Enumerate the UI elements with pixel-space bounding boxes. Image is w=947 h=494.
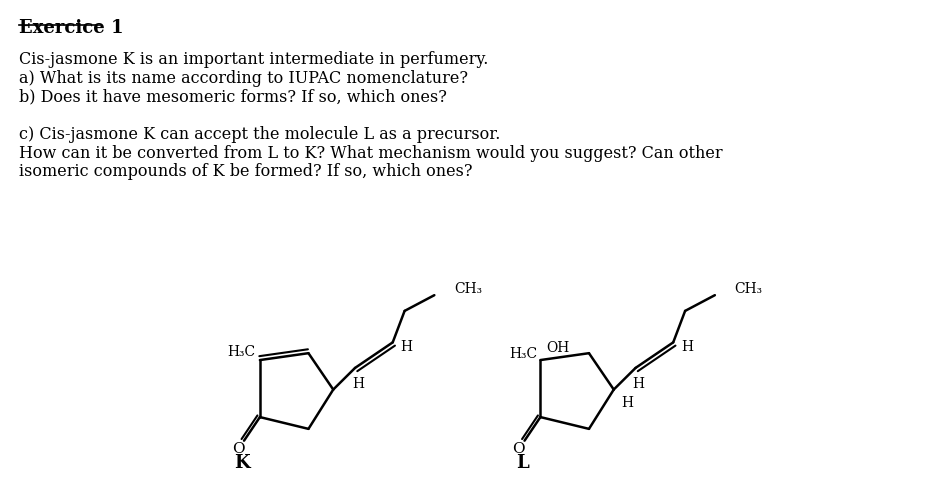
Text: H₃C: H₃C: [227, 345, 255, 359]
Text: Cis-jasmone K is an important intermediate in perfumery.: Cis-jasmone K is an important intermedia…: [19, 51, 489, 68]
Text: Exercice 1: Exercice 1: [19, 19, 123, 37]
Text: OH: OH: [546, 341, 569, 355]
Text: CH₃: CH₃: [455, 282, 482, 296]
Text: O: O: [512, 442, 525, 455]
Text: isomeric compounds of K be formed? If so, which ones?: isomeric compounds of K be formed? If so…: [19, 164, 473, 180]
Text: O: O: [232, 442, 244, 455]
Text: How can it be converted from L to K? What mechanism would you suggest? Can other: How can it be converted from L to K? Wha…: [19, 145, 723, 162]
Text: a) What is its name according to IUPAC nomenclature?: a) What is its name according to IUPAC n…: [19, 70, 468, 87]
Text: H₃C: H₃C: [509, 347, 538, 361]
Text: c) Cis-jasmone K can accept the molecule L as a precursor.: c) Cis-jasmone K can accept the molecule…: [19, 126, 500, 143]
Text: H: H: [681, 340, 693, 354]
Text: CH₃: CH₃: [735, 282, 762, 296]
Text: H: H: [633, 376, 645, 391]
Text: L: L: [516, 454, 529, 472]
Text: H: H: [621, 396, 634, 411]
Text: K: K: [234, 454, 250, 472]
Text: H: H: [401, 340, 413, 354]
Text: b) Does it have mesomeric forms? If so, which ones?: b) Does it have mesomeric forms? If so, …: [19, 89, 447, 106]
Text: H: H: [352, 376, 364, 391]
